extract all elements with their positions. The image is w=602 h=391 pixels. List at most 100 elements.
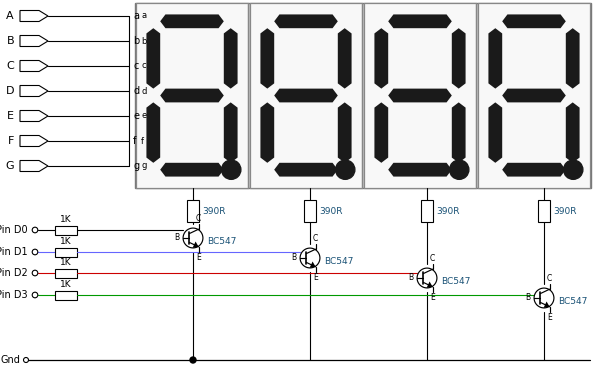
Bar <box>136 3 248 188</box>
Polygon shape <box>309 262 315 268</box>
Polygon shape <box>502 89 566 102</box>
Polygon shape <box>224 102 238 163</box>
Bar <box>55 248 77 256</box>
Polygon shape <box>427 282 433 288</box>
Text: C: C <box>547 274 552 283</box>
Polygon shape <box>566 102 580 163</box>
Circle shape <box>32 227 38 233</box>
Text: Gnd: Gnd <box>0 355 20 365</box>
Circle shape <box>222 160 241 179</box>
Circle shape <box>32 270 38 276</box>
Text: C: C <box>6 61 14 71</box>
Text: Pin D1: Pin D1 <box>0 247 28 257</box>
Polygon shape <box>388 163 452 177</box>
Polygon shape <box>566 28 580 89</box>
Text: E: E <box>430 293 435 302</box>
Polygon shape <box>146 28 160 89</box>
Polygon shape <box>274 14 338 28</box>
Polygon shape <box>452 102 465 163</box>
Bar <box>55 269 77 278</box>
Text: 1K: 1K <box>60 237 72 246</box>
Text: B: B <box>408 273 413 283</box>
Text: F: F <box>8 136 14 146</box>
Polygon shape <box>274 89 338 102</box>
Polygon shape <box>160 163 224 177</box>
Circle shape <box>450 160 469 179</box>
Text: E: E <box>196 253 201 262</box>
Text: E: E <box>313 273 318 282</box>
Polygon shape <box>502 163 566 177</box>
Polygon shape <box>274 163 338 177</box>
Text: c: c <box>133 61 138 71</box>
Polygon shape <box>193 242 199 248</box>
Text: B: B <box>291 253 296 262</box>
Text: g: g <box>141 161 146 170</box>
Text: Pin D2: Pin D2 <box>0 268 28 278</box>
Bar <box>478 3 590 188</box>
Polygon shape <box>261 28 274 89</box>
Text: D: D <box>5 86 14 96</box>
Text: Pin D3: Pin D3 <box>0 290 28 300</box>
Polygon shape <box>261 102 274 163</box>
Bar <box>421 200 433 222</box>
Text: B: B <box>525 294 530 303</box>
Text: G: G <box>5 161 14 171</box>
Text: e: e <box>133 111 139 121</box>
Text: e: e <box>141 111 146 120</box>
Text: E: E <box>547 313 552 322</box>
Text: 1K: 1K <box>60 280 72 289</box>
Text: BC547: BC547 <box>324 257 353 266</box>
Text: BC547: BC547 <box>441 277 470 286</box>
Circle shape <box>32 292 38 298</box>
Bar <box>187 200 199 222</box>
Text: f: f <box>141 136 144 145</box>
Circle shape <box>335 160 355 179</box>
Text: BC547: BC547 <box>558 297 588 306</box>
Text: C: C <box>196 214 201 223</box>
Polygon shape <box>374 102 388 163</box>
Circle shape <box>23 357 28 362</box>
Polygon shape <box>20 111 48 122</box>
Text: Pin D0: Pin D0 <box>0 225 28 235</box>
Circle shape <box>563 160 583 179</box>
Circle shape <box>190 357 196 363</box>
Polygon shape <box>388 14 452 28</box>
Text: BC547: BC547 <box>207 237 237 246</box>
Polygon shape <box>388 89 452 102</box>
Bar <box>55 291 77 300</box>
Bar <box>538 200 550 222</box>
Text: c: c <box>141 61 146 70</box>
Polygon shape <box>374 28 388 89</box>
Polygon shape <box>20 61 48 72</box>
Polygon shape <box>224 28 238 89</box>
Polygon shape <box>338 28 352 89</box>
Polygon shape <box>146 102 160 163</box>
Text: a: a <box>133 11 139 21</box>
Polygon shape <box>452 28 465 89</box>
Text: 1K: 1K <box>60 258 72 267</box>
Polygon shape <box>160 89 224 102</box>
Text: A: A <box>7 11 14 21</box>
Text: 1K: 1K <box>60 215 72 224</box>
Polygon shape <box>502 14 566 28</box>
Text: B: B <box>174 233 179 242</box>
Text: 390R: 390R <box>202 206 226 215</box>
Text: f: f <box>133 136 137 146</box>
Bar <box>135 3 591 188</box>
Text: b: b <box>133 36 139 46</box>
Polygon shape <box>160 14 224 28</box>
Text: a: a <box>141 11 146 20</box>
Text: B: B <box>7 36 14 46</box>
Text: d: d <box>141 86 146 95</box>
Text: C: C <box>430 254 435 263</box>
Circle shape <box>32 249 38 255</box>
Bar <box>250 3 362 188</box>
Text: 390R: 390R <box>553 206 577 215</box>
Text: 390R: 390R <box>436 206 459 215</box>
Polygon shape <box>488 28 502 89</box>
Text: C: C <box>313 234 318 243</box>
Polygon shape <box>20 86 48 97</box>
Polygon shape <box>338 102 352 163</box>
Text: d: d <box>133 86 139 96</box>
Polygon shape <box>20 160 48 172</box>
